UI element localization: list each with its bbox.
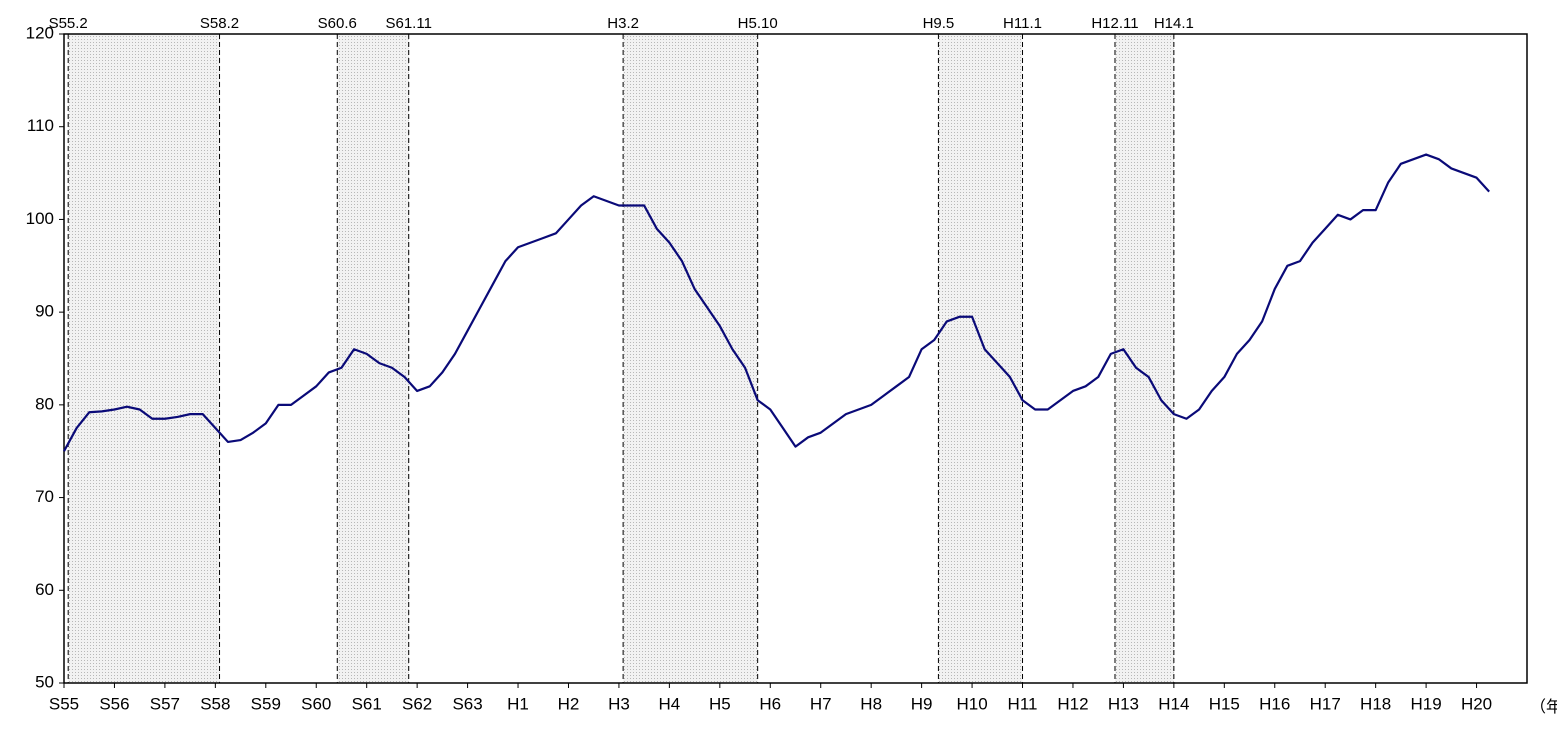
x-tick-label: S58 xyxy=(200,694,230,713)
y-tick-label: 80 xyxy=(35,394,54,413)
x-tick-label: S60 xyxy=(301,694,331,713)
x-tick-label: H1 xyxy=(507,694,529,713)
x-tick-label: S57 xyxy=(150,694,180,713)
period-label: H3.2 xyxy=(607,15,639,32)
y-tick-label: 60 xyxy=(35,580,54,599)
data-line xyxy=(63,153,1490,452)
period-label: S58.2 xyxy=(200,15,239,32)
period-label: H9.5 xyxy=(923,15,955,32)
x-tick-label: H11 xyxy=(1008,694,1038,713)
x-tick-label: H15 xyxy=(1209,694,1240,713)
x-tick-label: H14 xyxy=(1158,694,1189,713)
x-tick-label: H12 xyxy=(1057,694,1088,713)
x-tick-label: H6 xyxy=(759,694,781,713)
y-tick-label: 110 xyxy=(27,116,54,135)
y-tick-label: 90 xyxy=(35,302,54,321)
period-label: S55.2 xyxy=(49,15,88,32)
shaded-period xyxy=(623,34,758,683)
x-tick-label: H19 xyxy=(1411,694,1442,713)
x-tick-label: S62 xyxy=(402,694,432,713)
shaded-period xyxy=(68,34,220,683)
x-tick-label: S55 xyxy=(49,694,79,713)
x-tick-label: H9 xyxy=(911,694,933,713)
x-tick-label: H7 xyxy=(810,694,832,713)
period-label: H11.1 xyxy=(1003,15,1042,32)
x-tick-label: S56 xyxy=(99,694,129,713)
y-tick-label: 100 xyxy=(26,209,54,228)
x-tick-label: H16 xyxy=(1259,694,1290,713)
period-label: S61.11 xyxy=(385,15,431,32)
x-tick-label: H17 xyxy=(1310,694,1341,713)
x-tick-label: H8 xyxy=(860,694,882,713)
period-label: H12.11 xyxy=(1091,15,1138,32)
period-label: H14.1 xyxy=(1154,15,1194,32)
x-tick-label: H3 xyxy=(608,694,630,713)
x-tick-label: H18 xyxy=(1360,694,1391,713)
x-tick-label: H5 xyxy=(709,694,731,713)
x-tick-label: H2 xyxy=(558,694,580,713)
x-tick-label: H4 xyxy=(659,694,681,713)
x-tick-label: H10 xyxy=(956,694,987,713)
y-tick-label: 70 xyxy=(35,487,54,506)
x-tick-label: S61 xyxy=(352,694,382,713)
plot-frame xyxy=(63,33,1528,684)
shaded-period xyxy=(1114,34,1174,683)
period-label: S60.6 xyxy=(318,15,357,32)
y-tick-label: 120 xyxy=(26,23,54,42)
x-tick-label: S63 xyxy=(452,694,482,713)
period-label: H5.10 xyxy=(738,15,778,32)
y-tick-label: 50 xyxy=(35,672,54,691)
x-tick-label: H20 xyxy=(1461,694,1492,713)
x-axis-label: （年） xyxy=(1530,698,1557,716)
x-tick-label: S59 xyxy=(251,694,281,713)
x-tick-label: H13 xyxy=(1108,694,1139,713)
shaded-period xyxy=(938,34,1023,683)
